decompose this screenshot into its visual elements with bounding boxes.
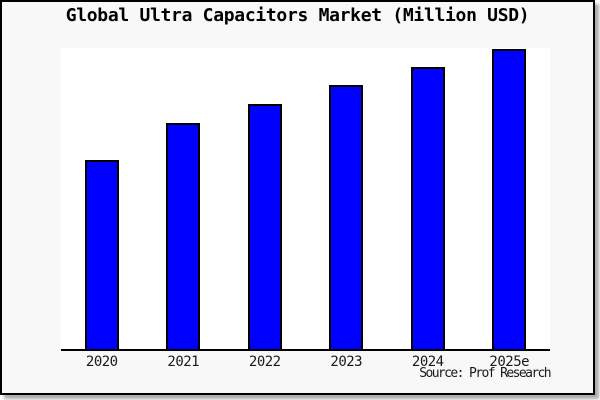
bar-slot-2023 bbox=[306, 48, 388, 349]
bar-slot-2021 bbox=[143, 48, 225, 349]
bar-slot-2025e bbox=[469, 48, 551, 349]
x-tick-2022: 2022 bbox=[248, 354, 281, 370]
x-tick-2021: 2021 bbox=[167, 354, 200, 370]
bar-slot-2020 bbox=[61, 48, 143, 349]
bar-2025e bbox=[492, 49, 527, 349]
bar-2020 bbox=[84, 160, 119, 349]
bar-2022 bbox=[247, 104, 282, 349]
source-credit: Source: Prof Research bbox=[419, 366, 551, 381]
x-tick-2024: 2024 bbox=[411, 354, 444, 370]
bar-2023 bbox=[329, 85, 364, 349]
x-tick-2025e: 2025e bbox=[489, 354, 530, 370]
bar-slot-2024 bbox=[387, 48, 469, 349]
chart-title: Global Ultra Capacitors Market (Million … bbox=[65, 5, 530, 26]
bar-slot-2022 bbox=[224, 48, 306, 349]
chart-frame: Global Ultra Capacitors Market (Million … bbox=[0, 0, 595, 395]
plot-area bbox=[61, 48, 550, 351]
x-tick-2023: 2023 bbox=[330, 354, 363, 370]
bar-2021 bbox=[166, 123, 201, 349]
x-tick-2020: 2020 bbox=[85, 354, 118, 370]
bar-2024 bbox=[410, 67, 445, 349]
x-axis-labels: 2020 2021 2022 2023 2024 2025e bbox=[61, 354, 550, 370]
